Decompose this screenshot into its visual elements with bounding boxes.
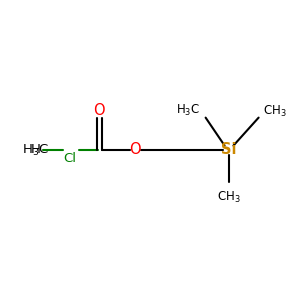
Text: $\mathregular{H_3C}$: $\mathregular{H_3C}$ [22,142,49,158]
Text: O: O [94,103,105,118]
Text: H: H [31,143,40,157]
Text: $\mathregular{H_3C}$: $\mathregular{H_3C}$ [176,103,200,118]
Text: O: O [130,142,141,158]
Text: $\mathregular{CH_3}$: $\mathregular{CH_3}$ [217,190,240,205]
Text: $\mathregular{CH_3}$: $\mathregular{CH_3}$ [263,104,286,119]
Text: Cl: Cl [63,152,76,165]
Text: Si: Si [221,142,236,158]
